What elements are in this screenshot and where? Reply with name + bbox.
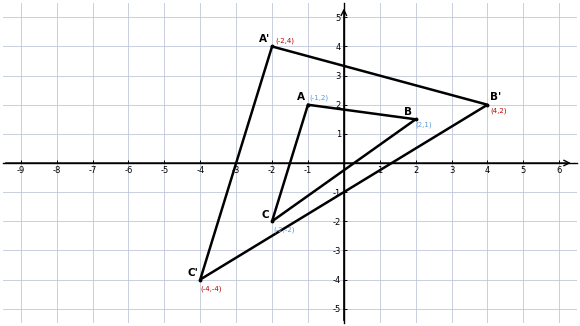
- Text: B': B': [490, 92, 502, 102]
- Text: C': C': [187, 268, 198, 278]
- Text: (-4,-4): (-4,-4): [200, 285, 222, 292]
- Text: A: A: [297, 92, 305, 102]
- Text: B: B: [404, 107, 412, 117]
- Text: (-2,4): (-2,4): [275, 37, 294, 44]
- Text: (4,2): (4,2): [490, 108, 507, 114]
- Text: (-2,-2): (-2,-2): [274, 227, 295, 233]
- Text: C: C: [262, 210, 269, 220]
- Text: A': A': [259, 34, 270, 44]
- Text: (2,1): (2,1): [416, 122, 432, 128]
- Text: (-1,2): (-1,2): [310, 95, 329, 101]
